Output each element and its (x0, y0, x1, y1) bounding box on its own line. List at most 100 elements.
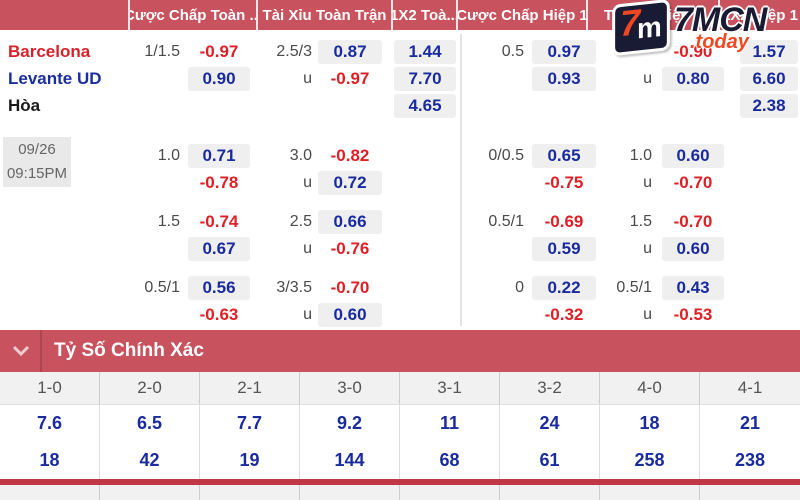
odds-cell[interactable]: -0.74 (199, 211, 239, 231)
score-odds-cell[interactable]: 7.7 (200, 405, 300, 442)
score-odds-cell[interactable]: 6.5 (100, 405, 200, 442)
handicap-line: 1/1.5 (144, 42, 180, 60)
handicap-line: 1.0 (629, 146, 652, 164)
odds-cell[interactable]: -0.63 (199, 304, 239, 324)
score-column-partial (600, 485, 700, 500)
odds-cell[interactable]: 0.97 (532, 39, 596, 64)
odds-cell[interactable]: 0.71 (188, 143, 250, 168)
score-column-partial (200, 485, 300, 500)
odds-cell (394, 276, 456, 300)
score-column-header: 2-0 (100, 372, 200, 404)
odds-cell[interactable]: -0.76 (330, 238, 370, 258)
brand-mark-m: m (637, 10, 662, 45)
odds-cell[interactable]: 7.70 (394, 66, 456, 91)
odds-cell[interactable]: 4.65 (394, 93, 456, 118)
handicap-line: 3/3.5 (276, 278, 312, 296)
odds-cell (740, 276, 798, 300)
odds-cell[interactable]: 0.67 (188, 236, 250, 261)
score-odds-cell[interactable]: 18 (0, 442, 100, 479)
odds-cell[interactable]: 0.80 (662, 66, 724, 91)
handicap-line: 3.0 (289, 146, 312, 164)
score-column-header: 3-2 (500, 372, 600, 404)
odds-cell[interactable]: -0.70 (673, 172, 713, 192)
score-odds-cell[interactable]: 19 (200, 442, 300, 479)
brand-mark-icon: 7 m (612, 0, 670, 57)
odds-cell (740, 237, 798, 261)
section-header-divider (40, 330, 42, 372)
handicap-line: u (643, 69, 652, 87)
odds-row: 1.0 0.71 3.0 -0.82 0/0.5 0.65 1.0 0.60 (0, 142, 800, 169)
column-header-overunder-full: Tài Xỉu Toàn Trận (258, 0, 393, 30)
odds-cell[interactable]: 0.93 (532, 66, 596, 91)
odds-row: Levante UD 0.90 u -0.97 7.70 0.93 u 0.80 6.60 (0, 65, 800, 92)
score-odds-cell[interactable]: 68 (400, 442, 500, 479)
odds-cell (394, 303, 456, 327)
odds-cell[interactable]: 0.66 (318, 209, 382, 234)
odds-row: 0.5/1 0.56 3/3.5 -0.70 0 0.22 0.5/1 0.43 (0, 274, 800, 301)
odds-cell[interactable]: 0.59 (532, 236, 596, 261)
column-header-1x2-half: 1X2 Hiệp 1 (722, 6, 798, 24)
score-odds-cell[interactable]: 24 (500, 405, 600, 442)
handicap-line: 0.5/1 (616, 278, 652, 296)
score-odds-cell[interactable]: 61 (500, 442, 600, 479)
odds-cell (740, 210, 798, 234)
odds-row: Barcelona 1/1.5 -0.97 2.5/3 0.87 1.44 0.5 0.97 -… (0, 38, 800, 65)
odds-cell[interactable]: -0.75 (544, 172, 584, 192)
score-odds-cell[interactable]: 42 (100, 442, 200, 479)
score-odds-cell[interactable]: 11 (400, 405, 500, 442)
odds-cell[interactable]: 0.56 (188, 275, 250, 300)
odds-cell[interactable]: 6.60 (740, 66, 798, 91)
odds-cell[interactable]: 0.90 (188, 66, 250, 91)
odds-cell[interactable]: 0.60 (662, 236, 724, 261)
score-column-partial (500, 485, 600, 500)
odds-cell[interactable]: -0.70 (673, 211, 713, 231)
odds-cell[interactable]: 0.43 (662, 275, 724, 300)
odds-row: 0.67 u -0.76 0.59 u 0.60 (0, 235, 800, 262)
odds-cell[interactable]: -0.53 (673, 304, 713, 324)
score-odds-cell[interactable]: 9.2 (300, 405, 400, 442)
score-odds-cell[interactable]: 144 (300, 442, 400, 479)
odds-cell[interactable]: 0.60 (662, 143, 724, 168)
odds-cell[interactable]: 0.72 (318, 170, 382, 195)
score-odds-cell[interactable]: 7.6 (0, 405, 100, 442)
handicap-line: u (643, 173, 652, 191)
odds-cell[interactable]: -0.82 (330, 145, 370, 165)
odds-cell[interactable]: -0.90 (673, 41, 713, 61)
odds-cell[interactable]: -0.97 (330, 68, 370, 88)
score-column-partial (100, 485, 200, 500)
brand-logo: 7 m 7MCN .today (598, 0, 800, 62)
odds-cell (318, 94, 382, 118)
odds-cell[interactable]: 0.22 (532, 275, 596, 300)
odds-cell[interactable]: 1.57 (740, 39, 798, 64)
score-odds-cell[interactable]: 18 (600, 405, 700, 442)
column-header-handicap-half: Cược Chấp Hiệp 1 (458, 0, 588, 30)
odds-cell (740, 303, 798, 327)
score-column-header: 4-0 (600, 372, 700, 404)
odds-cell[interactable]: 0.60 (318, 302, 382, 327)
brand-tld: .today (690, 31, 749, 53)
odds-cell[interactable]: -0.69 (544, 211, 584, 231)
odds-cell[interactable]: 1.44 (394, 39, 456, 64)
odds-cell[interactable]: 0.65 (532, 143, 596, 168)
score-odds-cell[interactable]: 238 (734, 450, 766, 470)
score-odds-cell[interactable]: 21 (739, 413, 761, 433)
odds-cell (188, 94, 250, 118)
score-odds-cell[interactable]: 258 (600, 442, 700, 479)
correct-score-grid: 1-0 2-0 2-1 3-0 3-1 3-2 4-0 4-1 7.6 6.5 7.7 9.2 11 2… (0, 372, 800, 500)
handicap-line: u (643, 305, 652, 323)
odds-cell[interactable]: -0.32 (544, 304, 584, 324)
odds-cell[interactable]: 0.87 (318, 39, 382, 64)
handicap-line: u (303, 69, 312, 87)
odds-cell[interactable]: -0.97 (199, 41, 239, 61)
chevron-down-icon[interactable] (12, 345, 30, 357)
odds-cell (740, 144, 798, 168)
correct-score-section-header[interactable]: Tỷ Số Chính Xác (0, 330, 800, 372)
score-column-partial (400, 485, 500, 500)
odds-cell[interactable]: -0.78 (199, 172, 239, 192)
score-odds-row: 18 42 19 144 68 61 258 238 (0, 442, 800, 479)
handicap-line: 0.5/1 (144, 278, 180, 296)
odds-cell[interactable]: -0.70 (330, 277, 370, 297)
handicap-line: 1.0 (157, 146, 180, 164)
odds-cell[interactable]: 2.38 (740, 93, 798, 118)
